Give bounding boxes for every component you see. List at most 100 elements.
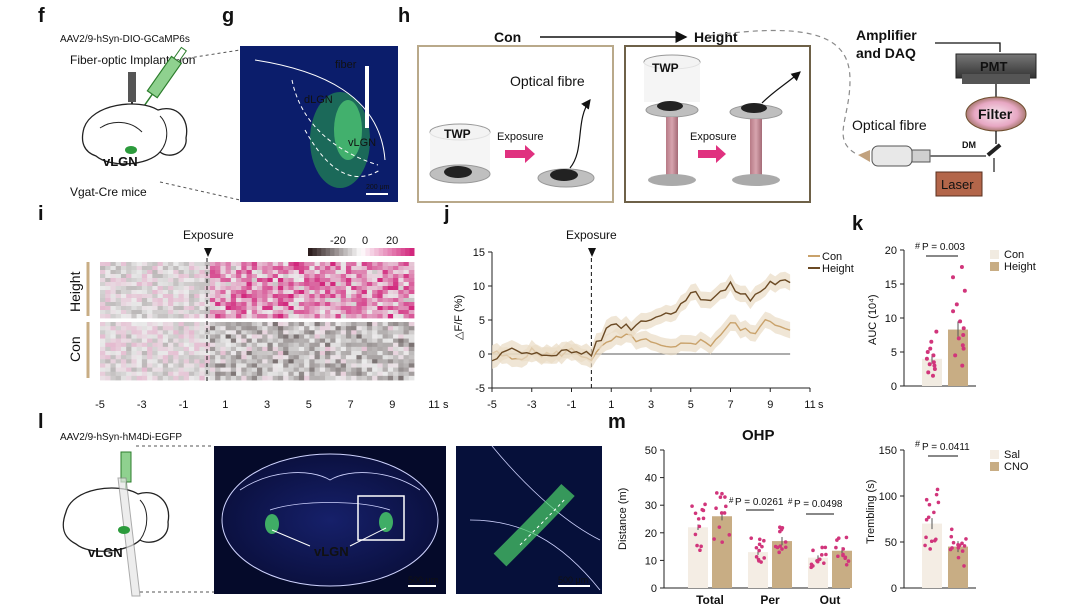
heatmap-cell bbox=[188, 302, 195, 307]
heatmap-cell bbox=[298, 298, 305, 303]
heatmap-cell bbox=[325, 286, 331, 291]
heatmap-cell bbox=[262, 306, 268, 311]
heatmap-cell bbox=[173, 326, 179, 331]
heatmap-cell bbox=[173, 351, 179, 356]
data-point bbox=[950, 546, 954, 550]
heatmap-cell bbox=[267, 322, 274, 327]
bar bbox=[712, 516, 732, 588]
heatmap-cell bbox=[157, 346, 164, 352]
heatmap-cell bbox=[141, 359, 148, 364]
heatmap-cell bbox=[277, 286, 284, 291]
heatmap-cell bbox=[387, 306, 394, 311]
heatmap-cell bbox=[340, 338, 347, 344]
heatmap-cell bbox=[372, 314, 378, 319]
heatmap-cell bbox=[366, 338, 373, 344]
data-point bbox=[811, 564, 815, 568]
heatmap-cell bbox=[136, 375, 143, 381]
heatmap-cell bbox=[220, 298, 226, 303]
heatmap-cell bbox=[152, 375, 158, 381]
heatmap-cell bbox=[351, 334, 357, 339]
heatmap-cell bbox=[345, 351, 352, 356]
heatmap-cell bbox=[215, 355, 221, 360]
heatmap-cell bbox=[309, 298, 315, 303]
data-point bbox=[703, 502, 707, 507]
heatmap-cell bbox=[398, 351, 404, 356]
heatmap-cell bbox=[173, 286, 179, 291]
heatmap-cell bbox=[126, 355, 132, 360]
heatmap-cell bbox=[267, 326, 274, 331]
heatmap-cell bbox=[304, 302, 310, 307]
heatmap-cell bbox=[267, 359, 274, 364]
heatmap-cell bbox=[225, 334, 232, 339]
heatmap-cell bbox=[382, 310, 389, 315]
heatmap-cell bbox=[126, 363, 132, 368]
dm-label: DM bbox=[962, 140, 976, 150]
heatmap-cell bbox=[194, 294, 200, 299]
heatmap-cell bbox=[110, 375, 117, 381]
heatmap-cell bbox=[168, 367, 174, 373]
heatmap-cell bbox=[351, 367, 357, 373]
heatmap-cell bbox=[361, 355, 368, 360]
heatmap-cell bbox=[141, 294, 148, 299]
heatmap-cell bbox=[408, 290, 415, 295]
heatmap-cell bbox=[168, 334, 174, 339]
heatmap-cell bbox=[262, 367, 268, 373]
data-point bbox=[695, 543, 699, 548]
exposure-marker-j bbox=[588, 248, 596, 257]
heatmap-cell bbox=[183, 322, 190, 327]
x-tick-label: -3 bbox=[527, 399, 537, 411]
heatmap-cell bbox=[162, 334, 169, 339]
heatmap-cell bbox=[283, 375, 289, 381]
coronal-plane bbox=[117, 477, 141, 597]
heatmap-cell bbox=[288, 322, 295, 327]
heatmap-cell bbox=[194, 338, 200, 344]
heatmap-cell bbox=[120, 286, 127, 291]
heatmap-cell bbox=[251, 306, 258, 311]
panel-label-l: l bbox=[38, 411, 44, 433]
heatmap-cell bbox=[215, 371, 221, 377]
heatmap-cell bbox=[152, 322, 158, 327]
heatmap-cell bbox=[382, 322, 389, 327]
heatmap-cell bbox=[314, 274, 321, 279]
heatmap-cell bbox=[136, 266, 143, 271]
data-point bbox=[956, 336, 961, 341]
heatmap-cell bbox=[209, 367, 216, 373]
heatmap-cell bbox=[131, 355, 138, 360]
heatmap-cell bbox=[152, 298, 158, 303]
heatmap-cell bbox=[403, 322, 410, 327]
heatmap-cell bbox=[251, 359, 258, 364]
heatmap-cell bbox=[105, 363, 111, 368]
heatmap-cell bbox=[115, 371, 122, 377]
heatmap-cell bbox=[283, 298, 289, 303]
heatmap-cell bbox=[194, 270, 200, 275]
heatmap-cell bbox=[403, 375, 410, 381]
heatmap-cell bbox=[366, 294, 373, 299]
heatmap-cell bbox=[157, 314, 164, 319]
zoom-box bbox=[357, 495, 405, 541]
heatmap-cell bbox=[178, 367, 185, 373]
heatmap-cell bbox=[319, 342, 326, 348]
heatmap-cell bbox=[372, 278, 378, 283]
heatmap-cell bbox=[330, 306, 336, 311]
heatmap-cell bbox=[162, 322, 169, 327]
heatmap-cell bbox=[251, 371, 258, 377]
heatmap-cell bbox=[225, 338, 232, 344]
heatmap-cell bbox=[157, 363, 164, 368]
heatmap-cell bbox=[209, 298, 216, 303]
heatmap-cell bbox=[215, 322, 221, 327]
heatmap-cell bbox=[272, 367, 279, 373]
heatmap-cell bbox=[225, 286, 232, 291]
heatmap-cell bbox=[403, 342, 410, 348]
heatmap-cell bbox=[361, 367, 368, 373]
heatmap-cell bbox=[209, 342, 216, 348]
heatmap-cell bbox=[403, 286, 410, 291]
heatmap-cell bbox=[115, 294, 122, 299]
heatmap-cell bbox=[304, 338, 310, 344]
heatmap-cell bbox=[267, 314, 274, 319]
heatmap-cell bbox=[183, 351, 190, 356]
heatmap-cell bbox=[225, 363, 232, 368]
heatmap-cell bbox=[387, 367, 394, 373]
heatmap-cell bbox=[110, 338, 117, 344]
heatmap-cell bbox=[325, 298, 331, 303]
